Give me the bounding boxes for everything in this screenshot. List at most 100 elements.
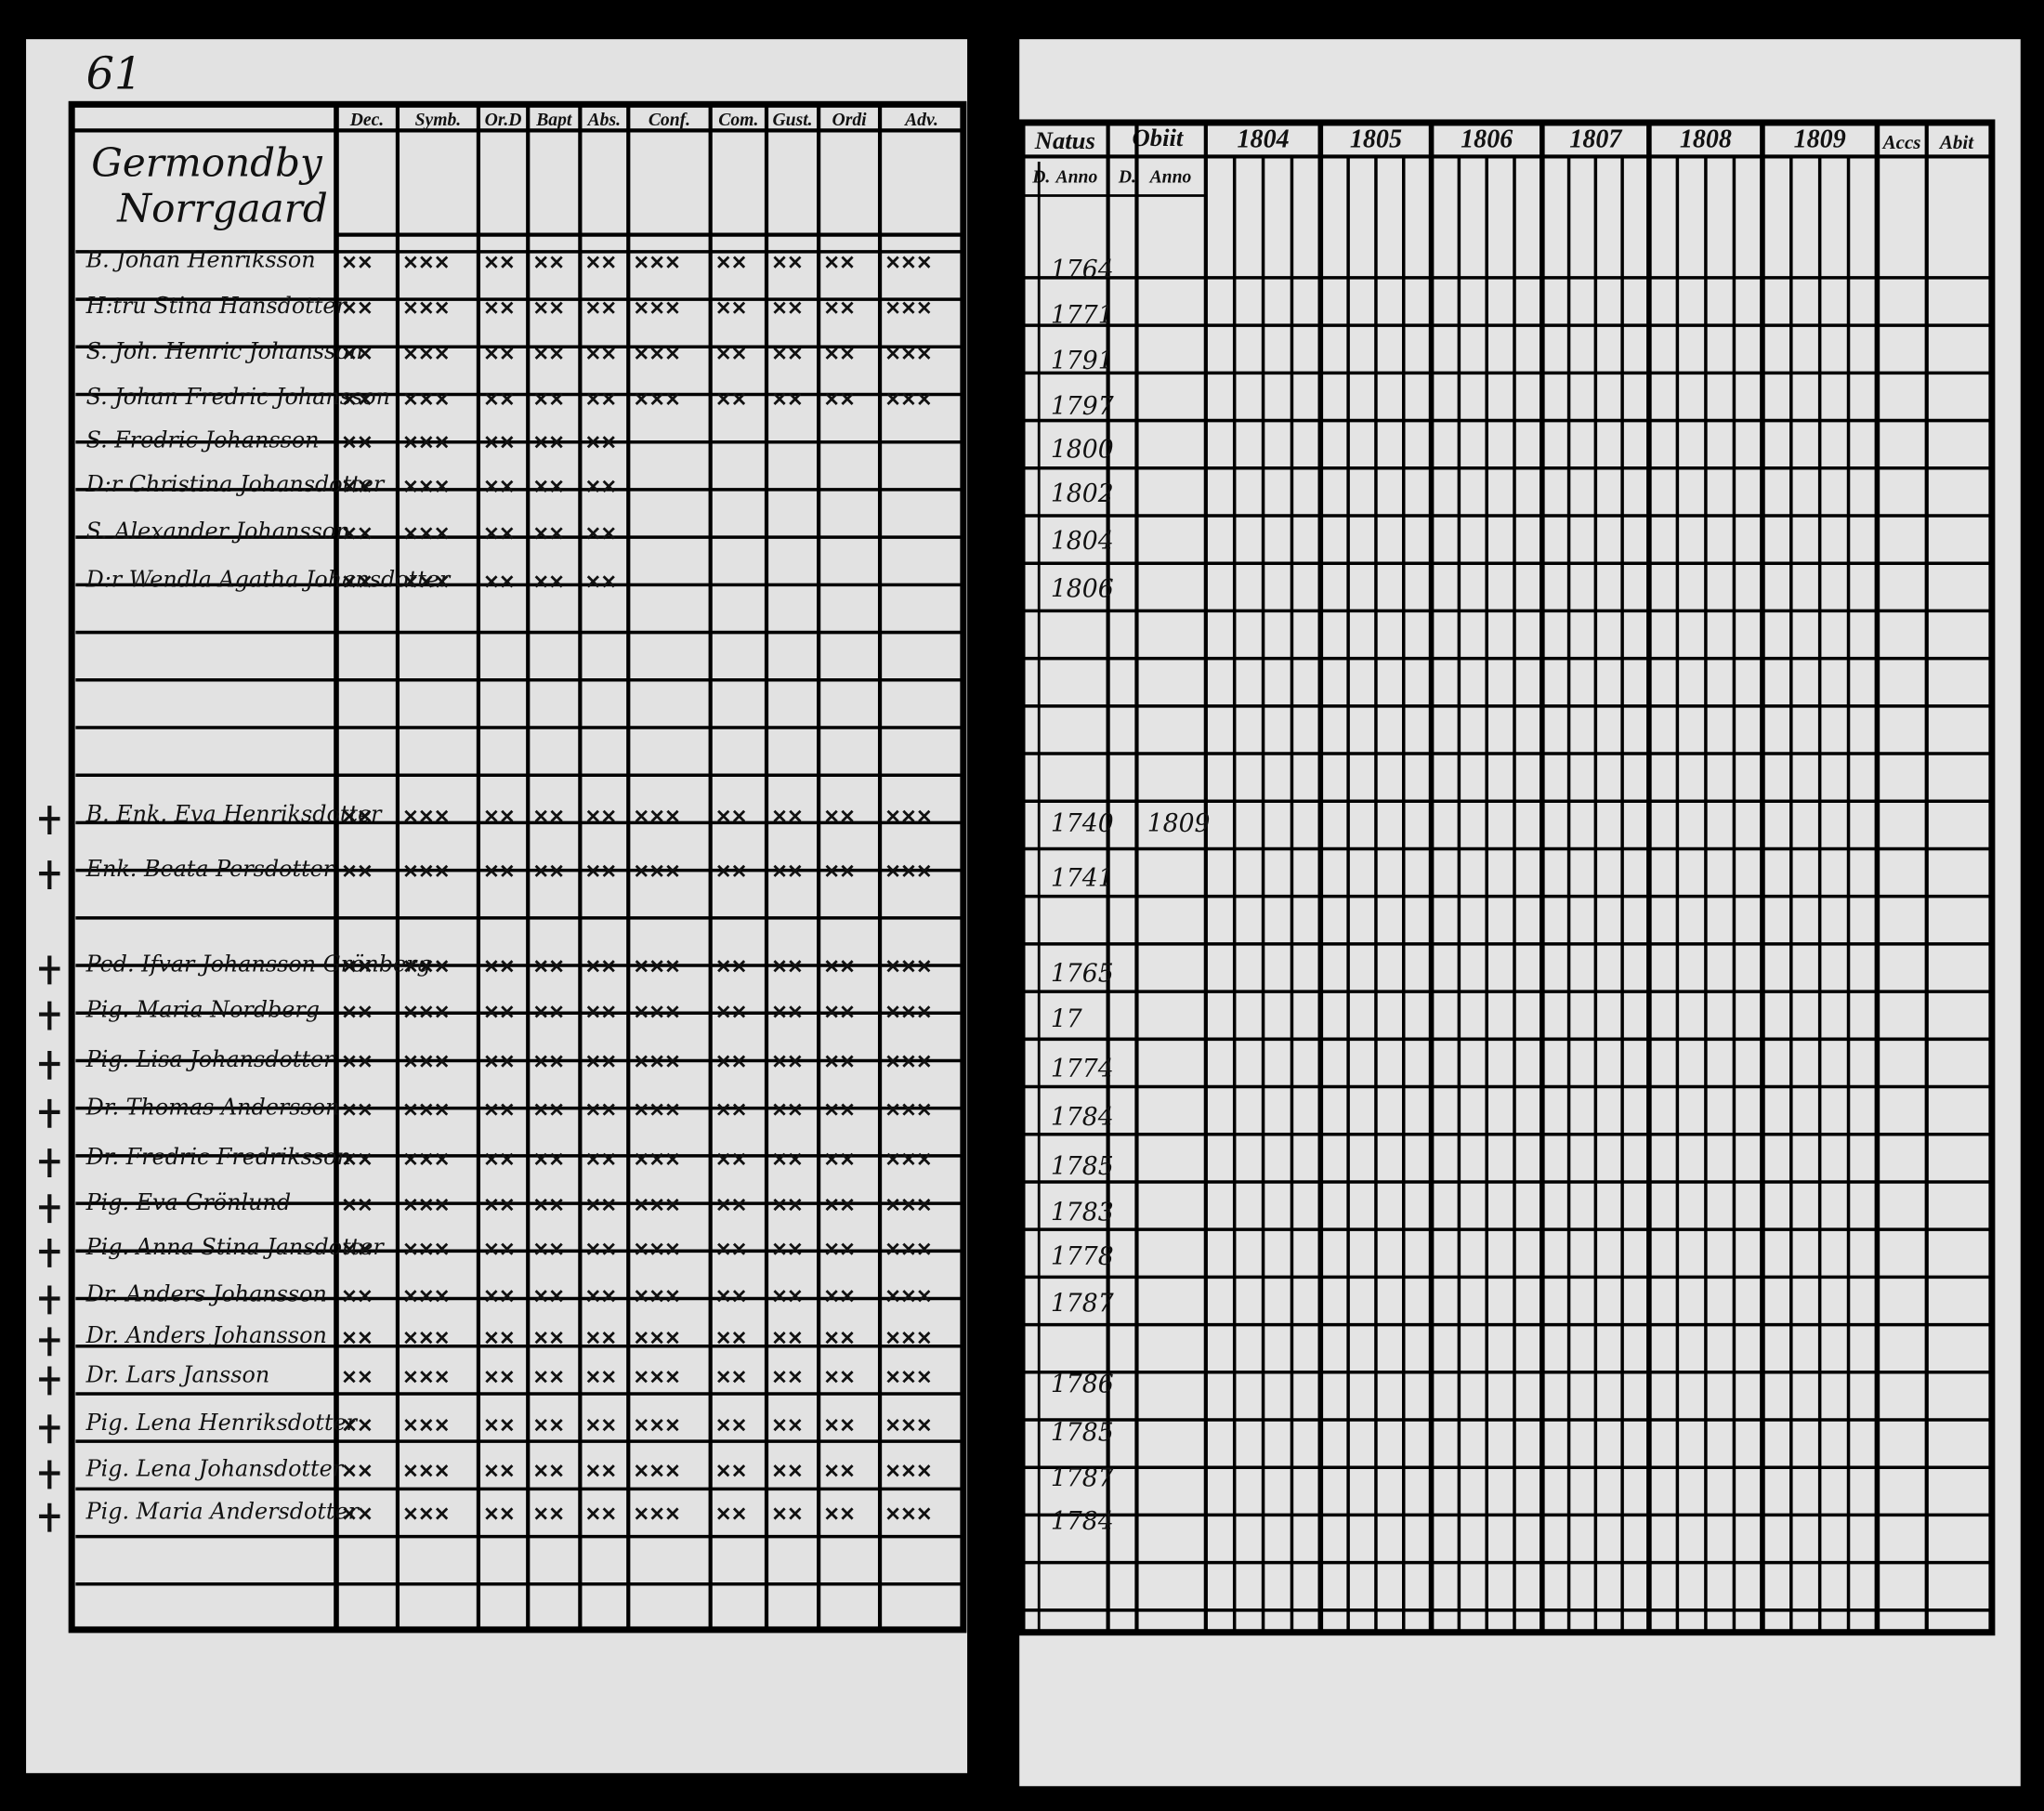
tally-mark	[343, 1055, 372, 1068]
death-cross	[39, 806, 60, 835]
tally-mark	[343, 256, 372, 269]
death-cross	[39, 1098, 60, 1128]
tally-mark	[586, 479, 615, 493]
tally-mark	[886, 864, 931, 877]
tally-mark	[343, 301, 372, 314]
tally-mark	[534, 1242, 563, 1255]
tally-mark	[404, 1242, 449, 1255]
tally-mark	[586, 1005, 615, 1018]
person-name: Pig. Anna Stina Jansdotter	[85, 1234, 386, 1260]
tally-mark	[717, 1464, 746, 1477]
tally-mark	[773, 809, 802, 822]
tally-mark	[534, 1419, 563, 1432]
tally-mark	[825, 809, 854, 822]
tally-mark	[343, 1464, 372, 1477]
tally-mark	[717, 1055, 746, 1068]
tally-mark	[886, 1198, 931, 1212]
death-cross	[39, 1414, 60, 1444]
tally-mark	[485, 1103, 514, 1116]
tally-mark	[773, 1152, 802, 1165]
tally-mark	[717, 1005, 746, 1018]
tally-mark	[404, 809, 449, 822]
tally-mark	[635, 1332, 679, 1345]
tally-mark	[717, 1242, 746, 1255]
tally-mark	[534, 479, 563, 493]
tally-mark	[825, 960, 854, 973]
tally-mark	[343, 864, 372, 877]
tally-mark	[717, 960, 746, 973]
tally-mark	[635, 1152, 679, 1165]
tally-mark	[825, 1419, 854, 1432]
tally-mark	[717, 1371, 746, 1384]
tally-mark	[586, 809, 615, 822]
tally-mark	[773, 960, 802, 973]
person-name: H:tru Stina Hansdotter	[85, 293, 348, 319]
person-name: Dr. Thomas Andersson	[85, 1095, 340, 1121]
tally-mark	[886, 1103, 931, 1116]
birth-year: 1786	[1051, 1371, 1114, 1399]
tally-mark	[635, 1507, 679, 1520]
tally-mark	[534, 392, 563, 406]
subheader: Anno	[1148, 167, 1192, 188]
tally-mark	[404, 1055, 449, 1068]
person-name: Dr. Lars Jansson	[85, 1361, 270, 1387]
tally-mark	[773, 1005, 802, 1018]
tally-mark	[586, 1198, 615, 1212]
tally-mark	[485, 1290, 514, 1303]
tally-mark	[404, 392, 449, 406]
tally-mark	[635, 301, 679, 314]
tally-mark	[635, 1371, 679, 1384]
tally-mark	[343, 392, 372, 406]
tally-mark	[773, 347, 802, 360]
birth-year: 1800	[1051, 436, 1114, 465]
subheader: Anno	[1055, 167, 1098, 188]
tally-mark	[343, 1290, 372, 1303]
column-header: Gust.	[773, 110, 813, 130]
column-header: Accs	[1881, 131, 1921, 153]
death-year: 1809	[1147, 809, 1211, 838]
column-header: Ordi	[832, 110, 868, 130]
tally-mark	[586, 1103, 615, 1116]
person-name: S. Johan Fredric Johansson	[86, 384, 390, 410]
tally-mark	[886, 960, 931, 973]
tally-mark	[886, 1507, 931, 1520]
person-name: S. Alexander Johansson	[86, 518, 350, 545]
tally-mark	[534, 1507, 563, 1520]
tally-mark	[635, 1242, 679, 1255]
column-header: Or.D	[485, 110, 522, 130]
tally-mark	[773, 256, 802, 269]
birth-year: 1774	[1051, 1055, 1114, 1083]
tally-mark	[635, 392, 679, 406]
tally-mark	[534, 1290, 563, 1303]
tally-mark	[343, 1198, 372, 1212]
tally-mark	[773, 1332, 802, 1345]
death-cross	[39, 1148, 60, 1178]
tally-mark	[717, 864, 746, 877]
tally-mark	[485, 575, 514, 588]
column-header: Com.	[718, 110, 758, 130]
tally-mark	[825, 1507, 854, 1520]
tally-mark	[534, 575, 563, 588]
tally-mark	[635, 1055, 679, 1068]
tally-mark	[404, 960, 449, 973]
person-name: Pig. Eva Grönlund	[85, 1189, 292, 1215]
birth-year: 1740	[1051, 809, 1114, 838]
tally-mark	[586, 527, 615, 540]
tally-mark	[343, 1419, 372, 1432]
tally-mark	[773, 1507, 802, 1520]
tally-mark	[485, 1507, 514, 1520]
tally-mark	[586, 864, 615, 877]
year-header: 1806	[1461, 125, 1513, 154]
tally-mark	[886, 256, 931, 269]
tally-mark	[886, 1464, 931, 1477]
tally-mark	[635, 1464, 679, 1477]
person-name: Pig. Maria Andersdotter	[85, 1499, 360, 1525]
heading-line: Germondby	[91, 139, 323, 185]
year-header: 1805	[1350, 125, 1402, 154]
death-cross	[39, 1503, 60, 1532]
tally-mark	[717, 1332, 746, 1345]
tally-mark	[886, 1332, 931, 1345]
tally-mark	[404, 1005, 449, 1018]
tally-mark	[825, 256, 854, 269]
birth-year: 1797	[1051, 392, 1114, 421]
